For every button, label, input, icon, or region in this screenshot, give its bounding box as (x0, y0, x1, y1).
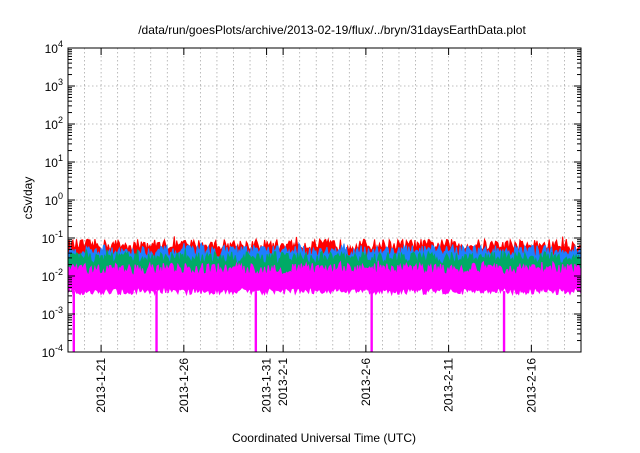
y-tick-label: 102 (45, 115, 63, 132)
y-tick-label: 10-1 (42, 229, 63, 246)
x-tick-label: 2013-2-1 (276, 358, 290, 406)
x-axis-label: Coordinated Universal Time (UTC) (232, 431, 416, 445)
dropout-spike (155, 291, 158, 352)
y-tick-label: 101 (45, 153, 63, 170)
x-tick-label: 2013-1-31 (260, 358, 274, 413)
y-tick-label: 103 (45, 77, 63, 94)
x-tick-label: 2013-1-21 (94, 358, 108, 413)
chart-title: /data/run/goesPlots/archive/2013-02-19/f… (138, 23, 526, 37)
dropout-spike (72, 291, 75, 352)
y-tick-label: 100 (45, 191, 63, 208)
x-tick-label: 2013-2-16 (524, 358, 538, 413)
y-tick-label: 10-4 (42, 343, 63, 360)
x-tick-label: 2013-2-6 (359, 358, 373, 406)
y-ticks: 10-4 10-3 10-2 10-1 100 101 102 103 104 (42, 39, 581, 360)
grid (68, 48, 581, 352)
y-tick-label: 10-3 (42, 305, 63, 322)
x-ticks: 2013-1-21 2013-1-26 2013-1-31 2013-2-1 2013-… (94, 48, 538, 413)
y-axis-label: cSv/day (21, 177, 35, 220)
y-tick-label: 104 (45, 39, 63, 56)
x-tick-label: 2013-2-11 (442, 358, 456, 412)
y-tick-label: 10-2 (42, 267, 63, 284)
plot-frame (67, 47, 582, 353)
dropout-spike (254, 291, 258, 352)
x-tick-label: 2013-1-26 (177, 358, 191, 413)
dropout-spike (370, 291, 373, 352)
data-layer (67, 236, 582, 352)
dropout-spike (502, 291, 506, 352)
